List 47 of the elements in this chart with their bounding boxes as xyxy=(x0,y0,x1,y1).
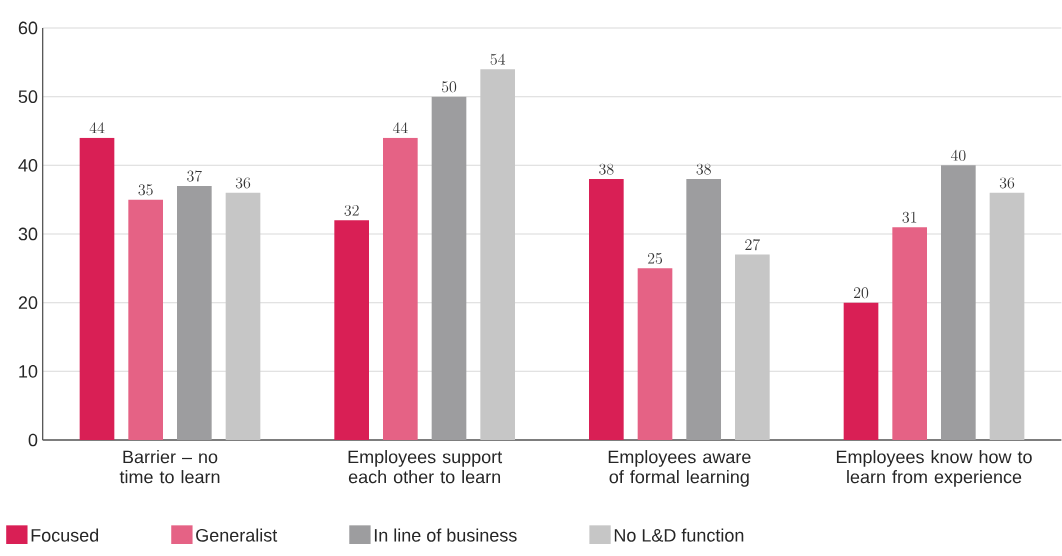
bar xyxy=(177,185,212,440)
bar xyxy=(128,199,163,440)
data-label: 27 xyxy=(745,239,760,251)
x-tick-label: Employees aware of formal learning xyxy=(608,450,751,487)
x-tick-label: Employees support each other to learn xyxy=(348,450,503,484)
bar xyxy=(79,137,115,440)
bar xyxy=(383,137,418,440)
legend-label: Generalist xyxy=(196,528,278,542)
bar xyxy=(941,165,976,440)
legend-label: Focused xyxy=(31,528,99,542)
data-label: 44 xyxy=(392,122,408,134)
bar xyxy=(334,220,370,440)
data-label: 37 xyxy=(187,170,202,182)
data-label: 44 xyxy=(89,122,105,134)
x-tick-label: Barrier – no time to learn xyxy=(119,450,220,484)
bar xyxy=(431,96,467,440)
data-label: 35 xyxy=(138,184,153,196)
bar xyxy=(480,69,515,440)
y-tick-label: 40 xyxy=(18,158,38,172)
y-tick-label: 30 xyxy=(18,227,38,241)
y-tick-label: 20 xyxy=(18,296,38,310)
data-label: 50 xyxy=(441,81,457,93)
data-label: 36 xyxy=(999,177,1015,189)
data-label: 36 xyxy=(235,177,251,189)
legend-label: In line of business xyxy=(374,528,517,542)
bar xyxy=(892,227,928,440)
y-tick-label: 10 xyxy=(19,364,38,378)
bar xyxy=(989,192,1025,440)
data-label: 31 xyxy=(902,211,917,223)
data-label: 32 xyxy=(344,204,359,216)
data-label: 54 xyxy=(490,53,506,65)
bar xyxy=(843,302,879,440)
x-tick-label: Employees know how to learn from experience xyxy=(836,450,1032,487)
y-tick-label: 0 xyxy=(28,433,38,447)
data-label: 40 xyxy=(950,149,966,161)
y-tick-label: 50 xyxy=(18,90,38,104)
data-label: 38 xyxy=(696,163,711,175)
y-tick-label: 60 xyxy=(18,21,38,35)
bar xyxy=(637,268,673,440)
bar xyxy=(686,179,722,440)
data-label: 20 xyxy=(853,287,869,299)
data-label: 38 xyxy=(599,163,614,175)
legend-label: No L&D function xyxy=(614,528,744,542)
bar xyxy=(225,192,261,440)
bar xyxy=(735,254,770,440)
data-label: 25 xyxy=(647,252,663,264)
bar xyxy=(589,179,624,440)
